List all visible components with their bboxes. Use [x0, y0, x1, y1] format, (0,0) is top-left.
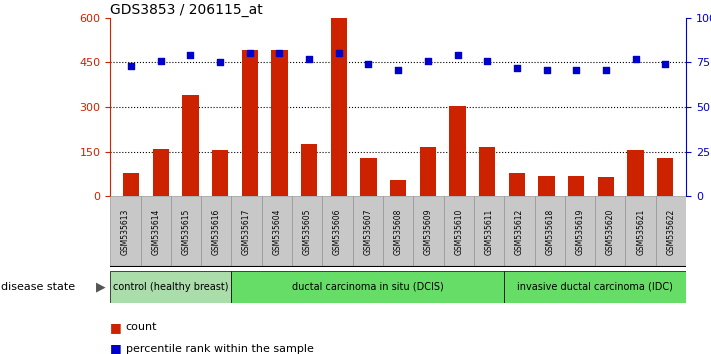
- Text: GSM535619: GSM535619: [575, 209, 584, 255]
- Bar: [322, 196, 353, 267]
- Text: GSM535622: GSM535622: [666, 209, 675, 255]
- Bar: [626, 196, 656, 267]
- Text: ■: ■: [110, 321, 122, 334]
- Text: ■: ■: [110, 342, 122, 354]
- Bar: [171, 196, 201, 267]
- Bar: [598, 177, 614, 196]
- Text: GSM535607: GSM535607: [363, 209, 373, 255]
- Bar: [568, 176, 584, 196]
- Bar: [504, 271, 686, 303]
- Point: [155, 58, 166, 63]
- Text: GSM535612: GSM535612: [515, 209, 524, 255]
- Text: GSM535608: GSM535608: [394, 209, 402, 255]
- Bar: [479, 147, 496, 196]
- Text: GSM535609: GSM535609: [424, 209, 433, 255]
- Bar: [353, 196, 383, 267]
- Bar: [565, 196, 595, 267]
- Bar: [242, 51, 258, 196]
- Bar: [656, 196, 686, 267]
- Text: control (healthy breast): control (healthy breast): [113, 282, 228, 292]
- Point: [363, 61, 374, 67]
- Point: [392, 67, 404, 72]
- Bar: [262, 196, 292, 267]
- Point: [571, 67, 582, 72]
- Point: [422, 58, 434, 63]
- Bar: [390, 180, 406, 196]
- Text: ductal carcinoma in situ (DCIS): ductal carcinoma in situ (DCIS): [292, 282, 444, 292]
- Point: [274, 51, 285, 56]
- Text: GSM535614: GSM535614: [151, 209, 160, 255]
- Bar: [504, 196, 535, 267]
- Point: [660, 61, 671, 67]
- Text: GSM535618: GSM535618: [545, 209, 554, 255]
- Bar: [331, 18, 347, 196]
- Point: [333, 51, 344, 56]
- Text: GSM535606: GSM535606: [333, 209, 342, 255]
- Text: disease state: disease state: [1, 282, 75, 292]
- Bar: [141, 196, 171, 267]
- Bar: [123, 173, 139, 196]
- Point: [511, 65, 523, 70]
- Text: GSM535605: GSM535605: [303, 209, 311, 255]
- Bar: [182, 95, 198, 196]
- Bar: [535, 196, 565, 267]
- Text: GDS3853 / 206115_at: GDS3853 / 206115_at: [110, 3, 263, 17]
- Point: [481, 58, 493, 63]
- Bar: [232, 196, 262, 267]
- Text: percentile rank within the sample: percentile rank within the sample: [126, 344, 314, 354]
- Bar: [110, 271, 232, 303]
- Point: [452, 52, 464, 58]
- Text: GSM535621: GSM535621: [636, 209, 645, 255]
- Point: [244, 51, 255, 56]
- Bar: [657, 158, 673, 196]
- Point: [125, 63, 137, 69]
- Text: GSM535616: GSM535616: [212, 209, 221, 255]
- Bar: [444, 196, 474, 267]
- Text: GSM535620: GSM535620: [606, 209, 615, 255]
- Bar: [272, 51, 287, 196]
- Text: count: count: [126, 322, 157, 332]
- Text: GSM535613: GSM535613: [121, 209, 130, 255]
- Text: ▶: ▶: [95, 280, 105, 293]
- Bar: [595, 196, 626, 267]
- Bar: [110, 196, 141, 267]
- Bar: [449, 105, 466, 196]
- Bar: [474, 196, 504, 267]
- Bar: [360, 158, 377, 196]
- Text: GSM535610: GSM535610: [454, 209, 464, 255]
- Point: [304, 56, 315, 62]
- Text: GSM535615: GSM535615: [181, 209, 191, 255]
- Point: [185, 52, 196, 58]
- Bar: [509, 173, 525, 196]
- Bar: [292, 196, 322, 267]
- Bar: [152, 149, 169, 196]
- Bar: [232, 271, 504, 303]
- Point: [630, 56, 641, 62]
- Bar: [383, 196, 413, 267]
- Text: invasive ductal carcinoma (IDC): invasive ductal carcinoma (IDC): [517, 282, 673, 292]
- Point: [214, 59, 225, 65]
- Bar: [301, 144, 317, 196]
- Point: [541, 67, 552, 72]
- Bar: [201, 196, 232, 267]
- Text: GSM535611: GSM535611: [485, 209, 493, 255]
- Text: GSM535604: GSM535604: [272, 209, 282, 255]
- Bar: [212, 150, 228, 196]
- Point: [600, 67, 611, 72]
- Bar: [628, 150, 644, 196]
- Bar: [413, 196, 444, 267]
- Text: GSM535617: GSM535617: [242, 209, 251, 255]
- Bar: [419, 147, 436, 196]
- Bar: [538, 176, 555, 196]
